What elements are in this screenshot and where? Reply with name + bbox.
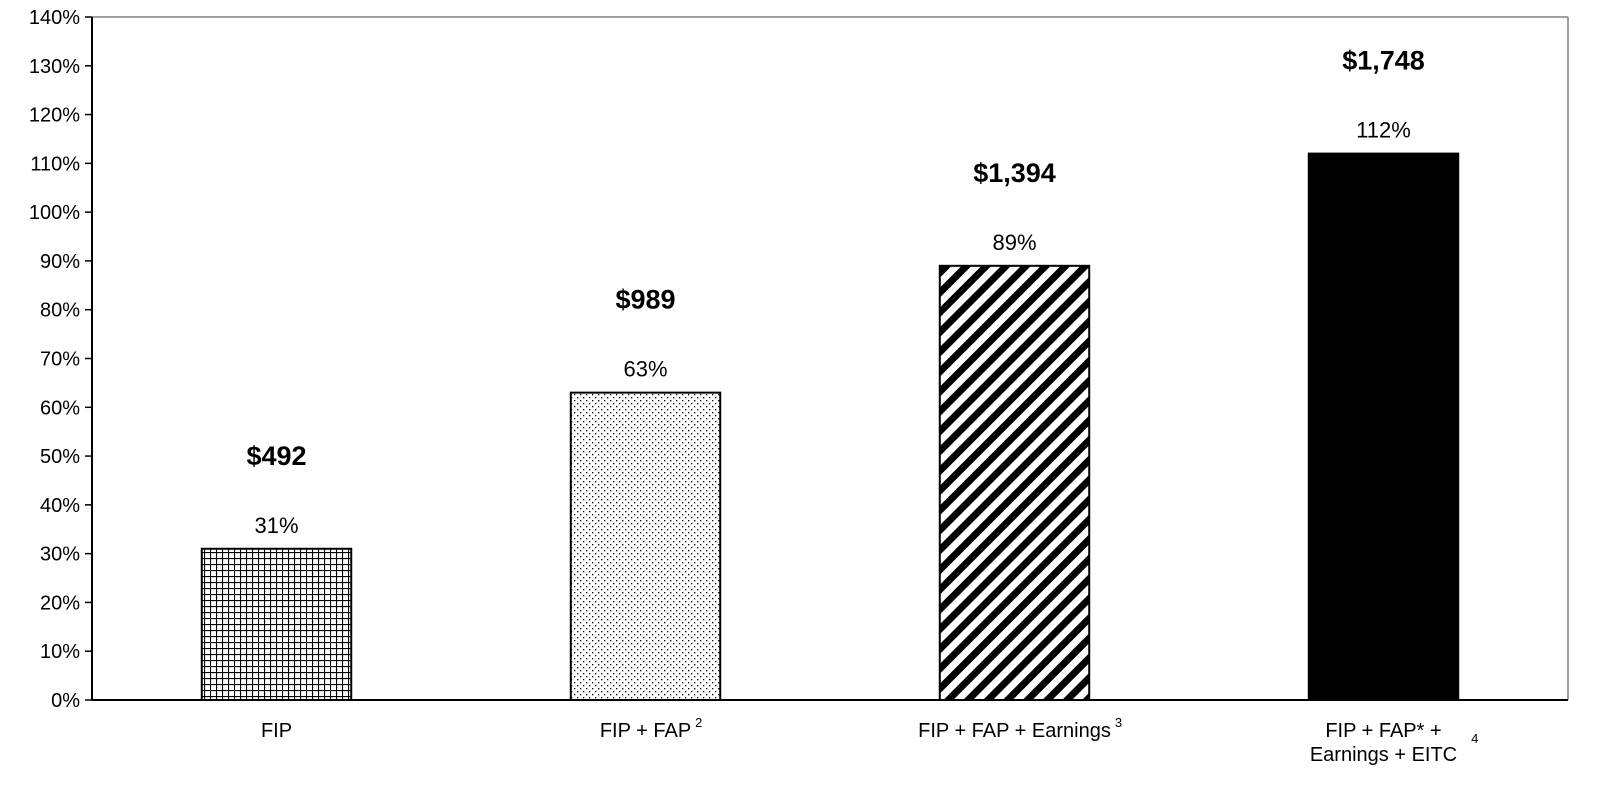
y-axis: 0% 10% 20% 30% 40% 50% 60% 70% 80% 90% 100% 110% 120… bbox=[29, 7, 1568, 712]
y-tick-label: 130% bbox=[29, 56, 80, 78]
value-label: 112% bbox=[1356, 118, 1411, 143]
bar bbox=[1307, 152, 1460, 702]
y-tick-label: 30% bbox=[40, 544, 80, 566]
value-label: 89% bbox=[992, 230, 1036, 255]
value-label: 63% bbox=[623, 357, 667, 382]
y-tick-label: 50% bbox=[40, 446, 80, 468]
dollar-label: $492 bbox=[246, 441, 306, 471]
dollar-label: $1,394 bbox=[973, 158, 1056, 188]
y-tick-label: 80% bbox=[40, 300, 80, 322]
y-tick-label: 40% bbox=[40, 495, 80, 517]
y-tick-label: 140% bbox=[29, 7, 80, 29]
y-tick-label: 120% bbox=[29, 105, 80, 127]
x-tick-footnote: 2 bbox=[695, 715, 702, 730]
y-tick-label: 70% bbox=[40, 349, 80, 371]
bar bbox=[200, 547, 353, 701]
x-tick-label: FIP + FAP + Earnings bbox=[918, 720, 1111, 742]
y-tick-label: 60% bbox=[40, 397, 80, 419]
y-tick-label: 90% bbox=[40, 251, 80, 273]
x-tick-footnote: 4 bbox=[1471, 731, 1478, 746]
x-axis: FIP FIP + FAP 2 FIP + FAP + Earnings 3 FIP + … bbox=[261, 715, 1478, 766]
plot-frame bbox=[92, 16, 1569, 700]
dollar-label: $989 bbox=[615, 285, 675, 315]
dollar-label: $1,748 bbox=[1342, 46, 1425, 76]
y-tick-label: 0% bbox=[51, 690, 80, 712]
x-tick-label: FIP + FAP* + bbox=[1325, 720, 1441, 742]
y-tick-label: 110% bbox=[30, 153, 80, 175]
bars bbox=[200, 152, 1460, 702]
x-tick-label: FIP + FAP bbox=[600, 720, 691, 742]
value-label: 31% bbox=[254, 513, 298, 538]
y-tick-label: 20% bbox=[40, 592, 80, 614]
x-tick-label: Earnings + EITC bbox=[1310, 744, 1457, 766]
x-tick-footnote: 3 bbox=[1115, 715, 1122, 730]
y-tick-label: 100% bbox=[29, 202, 80, 224]
bar bbox=[938, 264, 1091, 701]
y-tick-label: 10% bbox=[40, 641, 80, 663]
x-tick-label: FIP bbox=[261, 720, 292, 742]
data-labels: 31% $492 63% $989 89% $1,394 112% $1,748 bbox=[246, 46, 1424, 538]
bar bbox=[569, 391, 722, 701]
